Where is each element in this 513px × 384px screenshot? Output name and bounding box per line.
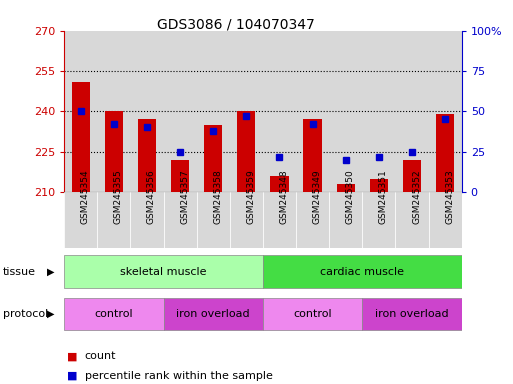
- Text: ■: ■: [67, 351, 77, 361]
- Text: GSM245353: GSM245353: [445, 169, 454, 224]
- FancyBboxPatch shape: [362, 298, 462, 330]
- Text: GSM245357: GSM245357: [180, 169, 189, 224]
- Bar: [270, 176, 289, 192]
- FancyBboxPatch shape: [164, 192, 196, 248]
- FancyBboxPatch shape: [329, 192, 362, 248]
- FancyBboxPatch shape: [230, 192, 263, 248]
- Bar: [230, 31, 263, 192]
- Bar: [138, 119, 156, 192]
- Text: GSM245355: GSM245355: [114, 169, 123, 224]
- Bar: [64, 31, 97, 192]
- Text: GSM245354: GSM245354: [81, 169, 90, 224]
- Text: control: control: [293, 309, 332, 319]
- Bar: [329, 31, 362, 192]
- FancyBboxPatch shape: [396, 192, 428, 248]
- Bar: [403, 160, 421, 192]
- FancyBboxPatch shape: [263, 255, 462, 288]
- Text: ▶: ▶: [47, 266, 54, 277]
- Text: GSM245348: GSM245348: [280, 169, 288, 224]
- Text: iron overload: iron overload: [375, 309, 449, 319]
- FancyBboxPatch shape: [263, 298, 362, 330]
- FancyBboxPatch shape: [64, 192, 97, 248]
- FancyBboxPatch shape: [64, 255, 263, 288]
- Bar: [396, 31, 428, 192]
- Bar: [428, 31, 462, 192]
- FancyBboxPatch shape: [263, 192, 296, 248]
- Text: ■: ■: [67, 371, 77, 381]
- Bar: [130, 31, 164, 192]
- Text: control: control: [94, 309, 133, 319]
- Bar: [436, 114, 454, 192]
- Bar: [362, 31, 396, 192]
- Text: skeletal muscle: skeletal muscle: [120, 266, 207, 277]
- Bar: [164, 31, 196, 192]
- Bar: [304, 119, 322, 192]
- Text: ▶: ▶: [47, 309, 54, 319]
- Text: GDS3086 / 104070347: GDS3086 / 104070347: [157, 17, 315, 31]
- Bar: [370, 179, 388, 192]
- Text: count: count: [85, 351, 116, 361]
- Text: GSM245349: GSM245349: [312, 169, 322, 224]
- Bar: [171, 160, 189, 192]
- FancyBboxPatch shape: [164, 298, 263, 330]
- Bar: [72, 82, 90, 192]
- FancyBboxPatch shape: [130, 192, 164, 248]
- Text: GSM245350: GSM245350: [346, 169, 355, 224]
- Text: GSM245358: GSM245358: [213, 169, 222, 224]
- Text: protocol: protocol: [3, 309, 48, 319]
- FancyBboxPatch shape: [196, 192, 230, 248]
- FancyBboxPatch shape: [64, 298, 164, 330]
- Bar: [263, 31, 296, 192]
- Bar: [97, 31, 130, 192]
- Text: GSM245359: GSM245359: [246, 169, 255, 224]
- Bar: [105, 111, 123, 192]
- Bar: [237, 111, 255, 192]
- FancyBboxPatch shape: [296, 192, 329, 248]
- Text: percentile rank within the sample: percentile rank within the sample: [85, 371, 272, 381]
- Bar: [337, 184, 355, 192]
- Text: GSM245352: GSM245352: [412, 169, 421, 224]
- Text: cardiac muscle: cardiac muscle: [320, 266, 404, 277]
- Bar: [204, 125, 222, 192]
- FancyBboxPatch shape: [362, 192, 396, 248]
- FancyBboxPatch shape: [428, 192, 462, 248]
- FancyBboxPatch shape: [97, 192, 130, 248]
- Text: GSM245356: GSM245356: [147, 169, 156, 224]
- Text: tissue: tissue: [3, 266, 35, 277]
- Text: GSM245351: GSM245351: [379, 169, 388, 224]
- Text: iron overload: iron overload: [176, 309, 250, 319]
- Bar: [196, 31, 230, 192]
- Bar: [296, 31, 329, 192]
